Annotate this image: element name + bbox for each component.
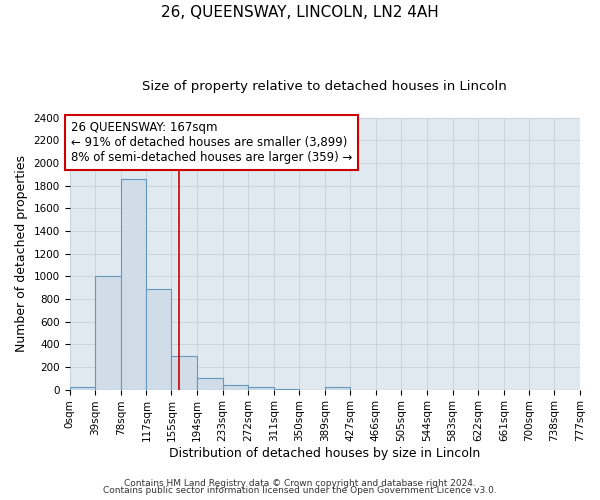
Title: Size of property relative to detached houses in Lincoln: Size of property relative to detached ho… — [142, 80, 507, 93]
Bar — [223, 384, 248, 390]
Bar — [325, 388, 350, 390]
Text: 26, QUEENSWAY, LINCOLN, LN2 4AH: 26, QUEENSWAY, LINCOLN, LN2 4AH — [161, 5, 439, 20]
Bar — [95, 276, 121, 390]
Bar — [197, 378, 223, 390]
X-axis label: Distribution of detached houses by size in Lincoln: Distribution of detached houses by size … — [169, 447, 481, 460]
Text: Contains public sector information licensed under the Open Government Licence v3: Contains public sector information licen… — [103, 486, 497, 495]
Bar — [248, 388, 274, 390]
Text: Contains HM Land Registry data © Crown copyright and database right 2024.: Contains HM Land Registry data © Crown c… — [124, 478, 476, 488]
Bar — [121, 179, 146, 390]
Y-axis label: Number of detached properties: Number of detached properties — [15, 155, 28, 352]
Bar — [146, 289, 172, 390]
Bar — [274, 389, 299, 390]
Text: 26 QUEENSWAY: 167sqm
← 91% of detached houses are smaller (3,899)
8% of semi-det: 26 QUEENSWAY: 167sqm ← 91% of detached h… — [71, 121, 352, 164]
Bar — [172, 356, 197, 390]
Bar — [70, 388, 95, 390]
